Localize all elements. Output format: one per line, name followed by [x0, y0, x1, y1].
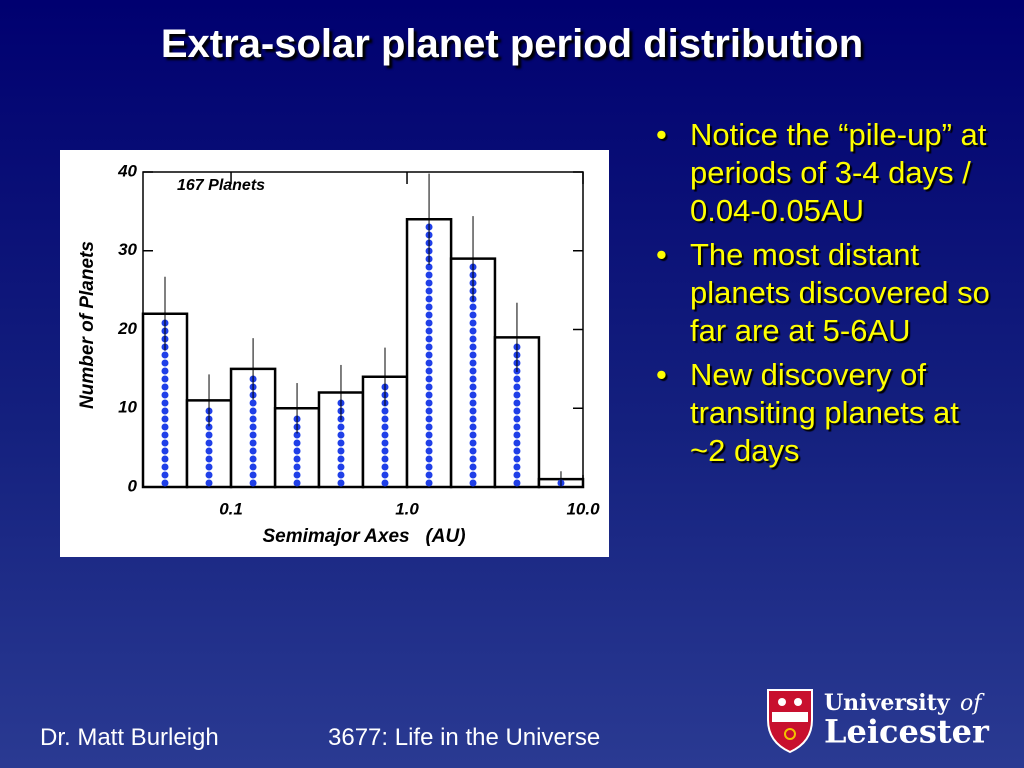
y-tick-label: 0 — [128, 476, 138, 495]
x-tick-label: 0.1 — [219, 499, 243, 518]
annotation: 167 Planets — [177, 177, 265, 194]
x-axis-label: Semimajor Axes (AU) — [262, 526, 465, 547]
logo-icon — [794, 698, 802, 706]
slide-title: Extra-solar planet period distribution — [160, 22, 864, 66]
logo-text: Leicester — [824, 713, 990, 751]
y-axis-label: Number of Planets — [77, 241, 98, 409]
logo-icon — [778, 698, 786, 706]
bullet: Notice the “pile-up” at periods of 3-4 d… — [652, 116, 997, 230]
bullet: The most distant planets discovered so f… — [652, 236, 997, 350]
logo-text: University — [824, 690, 951, 716]
footer-author: Dr. Matt Burleigh — [40, 724, 219, 751]
y-tick-label: 10 — [118, 398, 137, 417]
logo-text: of — [960, 691, 985, 716]
x-tick-label: 1.0 — [395, 499, 419, 518]
y-tick-label: 40 — [117, 161, 137, 180]
y-tick-label: 20 — [117, 319, 137, 338]
bullet-list: Notice the “pile-up” at periods of 3-4 d… — [652, 116, 997, 476]
logo-band — [772, 712, 808, 722]
logo: University of Leicester — [767, 689, 990, 754]
bullet: New discovery of transiting planets at ~… — [652, 356, 997, 470]
x-tick-label: 10.0 — [566, 499, 600, 518]
logo-icon — [784, 728, 796, 740]
y-tick-label: 30 — [118, 240, 137, 259]
footer-course: 3677: Life in the Universe — [328, 724, 601, 751]
